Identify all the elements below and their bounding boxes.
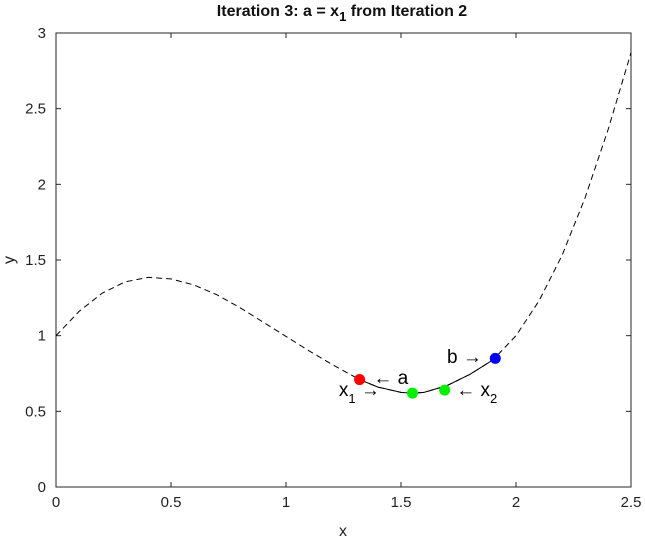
bracket-curve-solid bbox=[359, 357, 496, 394]
axis-ticks: 0 0.5 1 1.5 2 2.5 0 0.5 1 1.5 2 2.5 3 bbox=[25, 25, 641, 511]
plot-area bbox=[55, 32, 632, 488]
x-tick-label: 2 bbox=[512, 494, 520, 511]
y-axis-label: y bbox=[1, 256, 18, 264]
annotation-label: b → bbox=[447, 347, 482, 368]
x-tick-label: 0 bbox=[52, 494, 60, 511]
x-tick-label: 1 bbox=[282, 494, 290, 511]
y-tick-label: 3 bbox=[38, 25, 46, 42]
y-tick-label: 1.5 bbox=[25, 252, 46, 269]
data-point bbox=[489, 352, 501, 364]
annotations-group: ← ax1 → ← x2 b → bbox=[339, 347, 497, 406]
data-point bbox=[407, 387, 418, 399]
annotation-label: x1 → bbox=[339, 380, 380, 406]
x-tick-label: 2.5 bbox=[621, 494, 642, 511]
annotation-label: ← a bbox=[373, 368, 408, 389]
x-axis-label: x bbox=[339, 523, 347, 540]
series-group bbox=[55, 52, 632, 394]
x-tick-label: 0.5 bbox=[161, 494, 182, 511]
y-tick-label: 2 bbox=[38, 176, 46, 193]
y-tick-label: 2.5 bbox=[25, 101, 46, 118]
chart-title: Iteration 3: a = x1 from Iteration 2 bbox=[217, 3, 468, 24]
data-point bbox=[439, 384, 451, 396]
y-tick-label: 0.5 bbox=[25, 403, 46, 420]
function-curve-dashed bbox=[55, 52, 632, 394]
points-group bbox=[354, 352, 501, 399]
y-tick-label: 0 bbox=[38, 479, 46, 496]
data-point bbox=[354, 374, 366, 386]
x-tick-label: 1.5 bbox=[391, 494, 412, 511]
y-tick-label: 1 bbox=[38, 328, 46, 345]
annotation-label: ← x2 bbox=[456, 380, 497, 406]
